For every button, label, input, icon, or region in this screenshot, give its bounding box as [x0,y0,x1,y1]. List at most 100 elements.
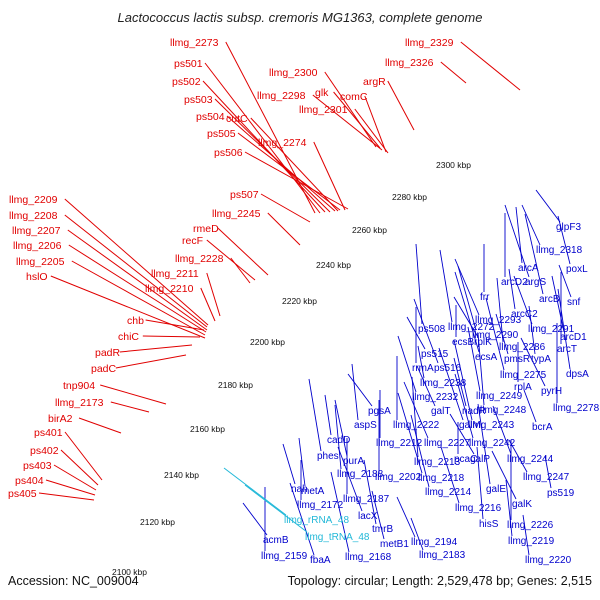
right-gene-label: rplA [514,382,532,393]
left-gene-label: comC [340,91,368,103]
left-gene-label: llmg_2210 [145,283,194,295]
right-gene-label: arcB [539,294,560,305]
left-gene-label: llmg_2207 [12,225,61,237]
right-gene-label: nadR [462,406,486,417]
right-label-connector [347,373,373,407]
left-label-connector [142,335,201,338]
right-gene-label: llmg_2212 [376,438,423,449]
right-gene-label: llmg_2286 [499,342,546,353]
kbp-tick-label: 2140 kbp [164,470,199,480]
left-gene-label: tnp904 [63,380,95,392]
left-label-connector [115,354,187,369]
right-label-connector [334,399,348,457]
right-gene-label: pyrH [541,386,562,397]
left-gene-label: ps401 [34,427,63,439]
right-gene-label: llmg_2202 [375,472,422,483]
right-gene-label: rrmA [412,363,434,374]
left-gene-label: ps506 [214,147,243,159]
left-label-connector [206,239,256,281]
right-label-connector [557,215,571,265]
left-label-connector [64,431,103,481]
right-label-connector [505,479,513,537]
right-label-connector [413,298,439,364]
left-gene-label: llmg_2329 [405,37,454,49]
right-label-connector [453,296,479,338]
right-gene-label: glpF3 [556,222,581,233]
right-gene-label: llmg_2187 [343,494,390,505]
left-gene-label: chb [127,315,144,327]
left-gene-label: ps504 [196,111,225,123]
left-gene-label: llmg_2211 [151,268,199,280]
left-label-connector [364,95,387,153]
left-label-connector [200,287,216,322]
accession-text: Accession: NC_009004 [8,574,139,588]
right-gene-label: dpsA [566,369,589,380]
right-label-connector [242,502,268,536]
right-gene-label: arcA [518,263,539,274]
right-gene-label: llmg_2214 [425,487,472,498]
right-label-connector [396,496,416,538]
left-gene-label: llmg_2208 [9,210,58,222]
left-label-connector [71,260,206,336]
right-gene-label: fbaA [310,555,331,566]
left-label-connector [226,115,336,212]
right-label-connector [417,345,425,379]
right-label-connector [485,297,505,371]
right-gene-label: llmg_2242 [469,438,516,449]
left-label-connector [38,492,95,501]
right-gene-label: ecsB [452,337,475,348]
right-gene-label: lacX [358,511,378,522]
right-gene-label: ps516 [434,363,462,374]
right-gene-label: galP [470,454,490,465]
right-label-connector [371,490,385,540]
left-label-connector [250,117,339,212]
left-gene-label: birA2 [48,413,73,425]
map-title: Lactococcus lactis subsp. cremoris MG136… [117,10,483,25]
right-gene-label: rplK [474,337,492,348]
left-label-connector [225,41,316,214]
left-gene-label: ps405 [8,488,37,500]
left-gene-label: llmg_2326 [385,57,434,69]
right-label-connector [324,394,332,436]
left-gene-label: chiC [118,331,139,343]
right-label-connector [491,450,517,500]
kbp-tick-label: 2180 kbp [218,380,253,390]
right-gene-label: llmg_2238 [420,378,467,389]
right-gene-label: snf [567,297,581,308]
left-gene-label: hslO [26,271,48,283]
left-label-connector [460,41,521,91]
right-gene-label: ps508 [418,324,446,335]
right-label-connector [535,189,561,223]
right-gene-label: llmg_2172 [297,500,344,511]
kbp-tick-label: 2220 kbp [282,296,317,306]
left-label-connector [119,344,193,353]
right-gene-label: metA [301,486,325,497]
left-gene-label: argR [363,76,386,88]
right-gene-label: tmrB [372,524,393,535]
kbp-tick-label: 2200 kbp [250,337,285,347]
right-gene-label: llmg_2159 [261,551,308,562]
right-label-connector [467,326,481,392]
right-label-connector [522,514,530,556]
right-label-connector [416,365,436,407]
right-gene-label: llmg_2248 [480,405,527,416]
right-label-connector [496,277,504,343]
rna-label-connector [223,467,287,516]
right-label-connector [551,275,565,333]
right-label-connector [410,414,430,488]
left-label-connector [204,62,321,214]
right-label-connector [492,405,512,455]
right-label-connector [282,443,296,485]
right-label-connector [495,313,509,355]
right-label-connector [520,337,546,387]
left-gene-label: llmg_2245 [212,208,261,220]
kbp-tick-label: 2100 kbp [112,567,147,577]
left-label-connector [312,94,383,151]
kbp-tick-labels: 2100 kbp 2120 kbp 2140 kbp 2160 kbp 2180 kbp… [112,160,471,577]
right-gene-label: llmg_2249 [476,391,523,402]
left-gene-label: ps501 [174,58,203,70]
left-gene-label: cutC [226,113,248,125]
right-label-connector [415,243,423,325]
